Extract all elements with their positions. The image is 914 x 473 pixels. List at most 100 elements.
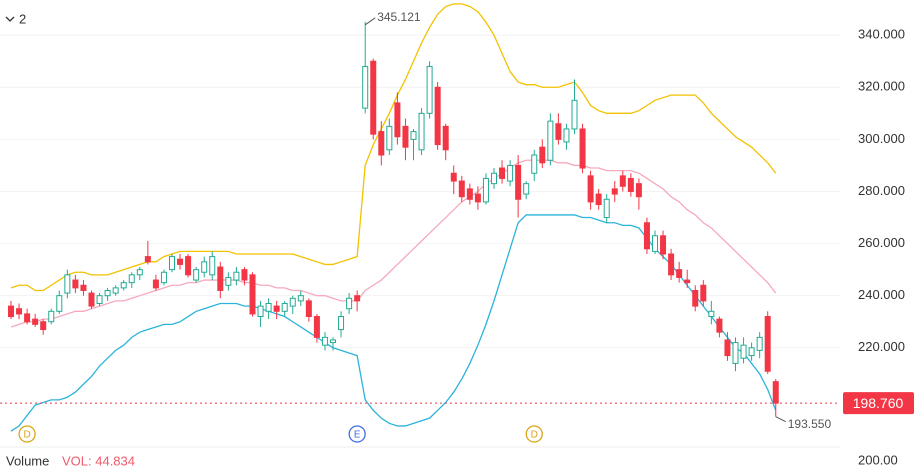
candle-body: [684, 279, 691, 284]
candle-body: [225, 276, 232, 286]
candle-body: [128, 274, 135, 284]
candle-body: [120, 282, 127, 289]
candle-body: [458, 180, 465, 198]
candle-body: [144, 256, 151, 263]
candle-body: [56, 295, 63, 312]
candle-body: [185, 256, 192, 276]
volume-value: VOL: 44.834: [62, 453, 135, 468]
candle-body: [434, 86, 441, 146]
candle-body: [8, 305, 14, 318]
candle-body: [193, 269, 200, 281]
candle-body: [209, 256, 216, 276]
candle-body: [152, 279, 159, 289]
candle-body: [40, 321, 47, 331]
candle-body: [499, 167, 506, 179]
y-tick-label: 240.000: [858, 287, 905, 302]
candle-body: [16, 308, 23, 315]
candle-body: [595, 193, 602, 206]
candle-body: [177, 258, 184, 265]
candle-body: [370, 60, 377, 135]
candle-body: [313, 316, 320, 338]
candle-body: [482, 177, 489, 203]
event-label: D: [23, 430, 30, 441]
candle-body: [627, 177, 634, 192]
candle-body: [668, 253, 675, 276]
candle-body: [450, 172, 457, 182]
band-line: [10, 3, 777, 292]
candle-body: [112, 287, 119, 294]
last-price-tag: [843, 392, 914, 415]
candle-body: [289, 297, 296, 307]
y-tick-label: 260.000: [858, 235, 905, 250]
event-marker: [525, 425, 543, 443]
candle-body: [491, 172, 497, 185]
event-label: D: [531, 430, 538, 441]
candle-body: [716, 318, 723, 333]
candle-body: [555, 123, 562, 140]
candle-body: [80, 284, 87, 291]
high-label: 345.121: [377, 10, 421, 24]
candle-body: [402, 125, 409, 148]
last-price-label: 198.760: [853, 395, 904, 411]
candle-body: [249, 274, 256, 315]
y-tick-label: 340.000: [858, 27, 905, 42]
candle-body: [104, 289, 111, 297]
candle-body: [418, 112, 425, 151]
candle-body: [708, 310, 715, 318]
candle-body: [724, 339, 731, 357]
candle-body: [611, 188, 618, 195]
chevron[interactable]: [5, 16, 15, 22]
candle-body: [474, 193, 481, 203]
candle-body: [563, 128, 570, 143]
candle-body: [692, 289, 699, 307]
candle-body: [539, 146, 546, 164]
candle-body: [201, 261, 208, 273]
candle-body: [241, 269, 248, 281]
candle-body: [64, 274, 71, 294]
candle-body: [571, 99, 578, 130]
candle-body: [305, 300, 312, 318]
y-tick-label: 220.000: [858, 339, 905, 354]
candle-body: [772, 381, 779, 404]
candle-body: [48, 310, 55, 323]
candle-body: [547, 120, 554, 161]
candle-body: [587, 175, 594, 203]
candle-body: [160, 271, 167, 284]
candle-body: [756, 336, 763, 351]
candle-body: [136, 269, 143, 276]
candle-body: [748, 347, 755, 357]
high-pointer: [364, 17, 376, 26]
candle-body: [442, 125, 449, 151]
candle-body: [507, 164, 514, 182]
candle-body: [619, 175, 626, 187]
candle-body: [410, 131, 417, 140]
candle-body: [764, 316, 771, 372]
candle-body: [386, 125, 393, 151]
candle-body: [354, 295, 361, 302]
candle-body: [635, 183, 642, 198]
candle-body: [169, 256, 175, 271]
candle-body: [700, 284, 707, 302]
candle-body: [321, 336, 328, 346]
candle-body: [281, 302, 288, 312]
candle-body: [217, 266, 224, 291]
candle-body: [265, 302, 272, 312]
volume-title: Volume: [6, 453, 49, 468]
band-line: [10, 159, 777, 328]
candle-body: [32, 318, 39, 325]
low-pointer: [775, 416, 786, 423]
candle-body: [297, 295, 304, 302]
candle-body: [257, 305, 264, 318]
event-marker: [348, 425, 366, 443]
candle-body: [88, 292, 95, 307]
candle-body: [652, 235, 658, 252]
y-tick-label: 300.000: [858, 131, 905, 146]
interval-label[interactable]: 2: [19, 11, 26, 26]
candle-body: [378, 131, 385, 156]
candle-body: [579, 128, 586, 169]
candle-body: [660, 235, 667, 255]
candle-body: [330, 339, 336, 344]
candle-body: [394, 102, 401, 138]
